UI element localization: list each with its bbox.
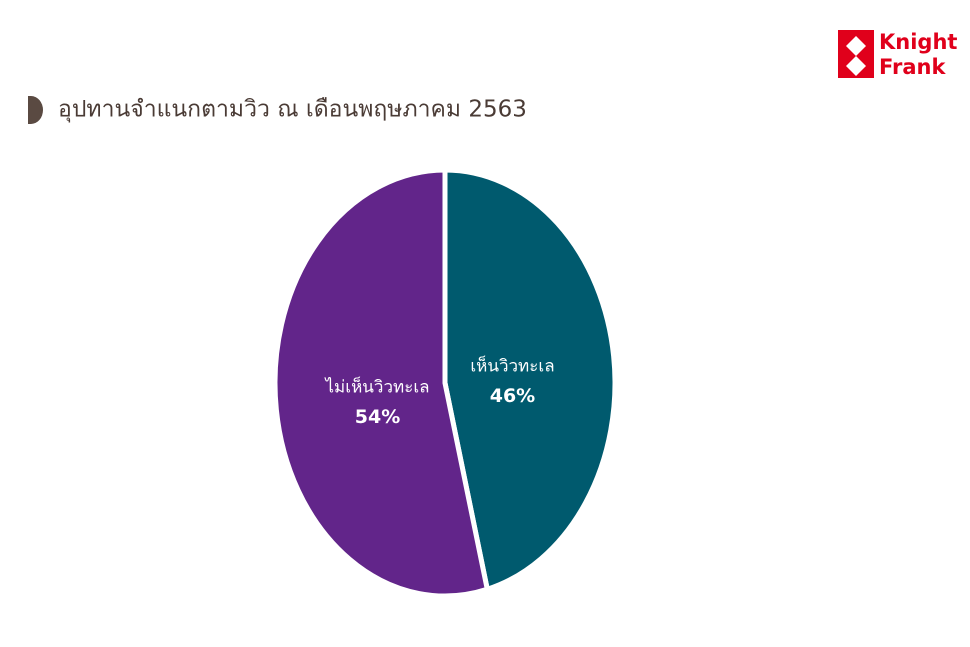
title-marker bbox=[31, 96, 43, 124]
title-marker-edge bbox=[28, 96, 31, 124]
logo-diamonds bbox=[846, 36, 866, 76]
slice-label: เห็นวิวทะเล bbox=[470, 354, 554, 376]
logo-text: Knight bbox=[879, 30, 957, 54]
logo: Knight Frank bbox=[838, 30, 957, 79]
value-label: 46% bbox=[490, 385, 535, 407]
pie-slice bbox=[442, 167, 618, 592]
chart-title: อุปทานจำแนกตามวิว ณ เดือนพฤษภาคม 2563 bbox=[58, 97, 527, 123]
value-label: 54% bbox=[355, 406, 400, 428]
pie-slice bbox=[272, 167, 490, 599]
slice-label: ไม่เห็นวิวทะเล bbox=[324, 376, 430, 398]
logo-text: Frank bbox=[879, 55, 946, 79]
